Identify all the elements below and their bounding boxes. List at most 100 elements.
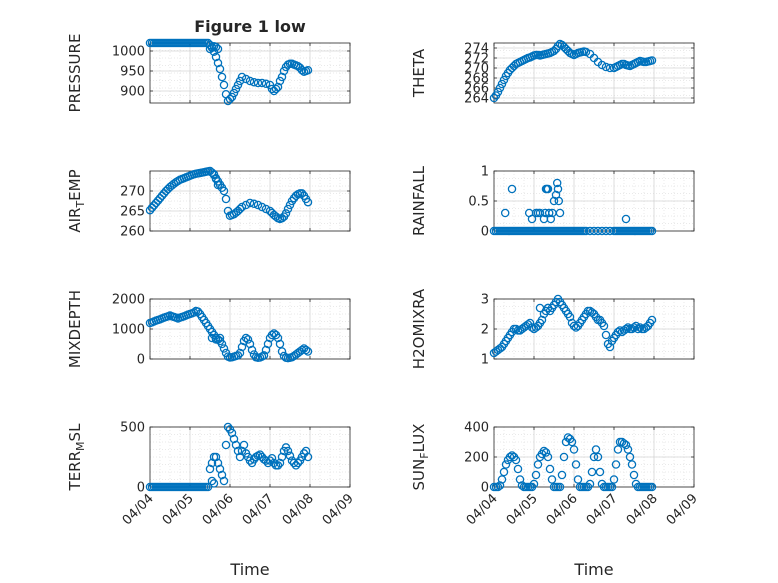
x-tick-label: 04/07 — [584, 491, 621, 528]
data-point — [209, 169, 219, 179]
data-point — [303, 347, 313, 356]
subplot-h2omixra: 1 2 3 H2OMIXRA — [410, 288, 695, 369]
y-tick-label: 500 — [120, 421, 145, 436]
data-point — [607, 482, 617, 492]
data-point — [527, 323, 537, 332]
x-tick-label: 04/06 — [200, 491, 237, 528]
data-point — [233, 80, 243, 90]
y-tick-label: 200 — [464, 451, 489, 466]
y-tick-label: 272 — [464, 52, 489, 67]
data-point — [267, 453, 277, 463]
data-point — [279, 66, 289, 76]
data-point — [593, 226, 603, 236]
data-point — [237, 202, 247, 212]
data-point — [303, 65, 313, 75]
x-tick-label: 04/05 — [160, 491, 197, 528]
data-point — [555, 482, 565, 492]
data-point — [213, 44, 223, 54]
y-axis-label-rest: SL — [66, 423, 84, 442]
data-point — [629, 470, 639, 480]
data-point — [635, 323, 645, 332]
data-point — [597, 226, 607, 236]
series-mixdepth — [145, 306, 313, 363]
data-point — [303, 452, 313, 462]
data-point — [265, 80, 275, 90]
data-point — [621, 324, 631, 334]
y-tick-label: 268 — [464, 72, 489, 87]
data-point — [627, 460, 637, 469]
data-point — [245, 198, 255, 208]
data-point — [535, 303, 545, 313]
data-point — [253, 78, 263, 88]
data-point — [493, 87, 503, 97]
data-point — [219, 186, 229, 196]
x-tick-label: 04/08 — [280, 491, 317, 528]
data-point — [555, 208, 565, 218]
y-axis-label-subscript: M — [74, 441, 87, 451]
data-point — [283, 204, 293, 214]
y-tick-label: 0 — [137, 353, 145, 368]
y-tick-label: 270 — [120, 185, 145, 200]
subplot-rainfall: 0 0.5 1 RAINFALL — [410, 165, 695, 240]
data-point — [493, 482, 503, 492]
data-point — [591, 445, 601, 454]
axes-box — [149, 426, 351, 488]
y-axis-label-terr-msl: TERRMSL — [66, 423, 87, 492]
y-axis-label-pressure: PRESSURE — [66, 34, 84, 113]
data-point — [619, 439, 629, 448]
series-pressure — [145, 38, 313, 106]
data-point — [500, 208, 510, 218]
data-point — [193, 307, 203, 316]
y-tick-label: 1 — [481, 353, 489, 368]
y-axis-label-h2omixra: H2OMIXRA — [410, 288, 428, 369]
data-point — [237, 72, 247, 82]
data-point — [281, 209, 291, 218]
data-point — [241, 74, 251, 84]
data-point — [543, 452, 553, 462]
data-point — [531, 470, 541, 480]
data-point — [259, 351, 269, 360]
data-point — [497, 79, 507, 89]
data-point — [495, 83, 505, 93]
data-point — [595, 467, 605, 477]
data-point — [241, 333, 251, 343]
data-point — [585, 479, 595, 489]
data-point — [507, 184, 517, 194]
data-point — [553, 41, 563, 51]
data-point — [223, 422, 233, 432]
data-point — [623, 445, 633, 454]
data-point — [273, 461, 283, 470]
y-tick-label: 1000 — [112, 323, 145, 338]
data-point — [209, 479, 219, 488]
data-point — [541, 448, 551, 457]
data-point — [217, 72, 227, 82]
data-point — [539, 446, 549, 456]
data-point — [285, 200, 295, 210]
data-point — [207, 168, 217, 177]
data-point — [261, 79, 271, 89]
data-point — [647, 315, 657, 325]
y-axis-label-sun-flux: SUNFLUX — [410, 424, 431, 491]
x-tick-label: 04/09 — [664, 491, 701, 528]
y-axis-label-main: SUN — [410, 459, 428, 491]
data-point — [257, 78, 267, 88]
data-point — [249, 199, 259, 209]
data-point — [543, 303, 553, 313]
data-point — [569, 445, 579, 454]
y-tick-label: 266 — [464, 82, 489, 97]
data-point — [553, 184, 563, 194]
axes-box — [149, 170, 351, 232]
y-tick-label: 900 — [120, 85, 145, 100]
data-point — [605, 63, 615, 73]
data-point — [245, 456, 255, 465]
data-point — [293, 458, 303, 468]
y-axis-label-rainfall: RAINFALL — [410, 165, 428, 236]
y-tick-label: 400 — [464, 421, 489, 436]
y-axis-label-subscript: F — [418, 452, 431, 458]
data-point — [239, 440, 249, 450]
data-point — [511, 455, 521, 465]
data-point — [629, 323, 639, 332]
